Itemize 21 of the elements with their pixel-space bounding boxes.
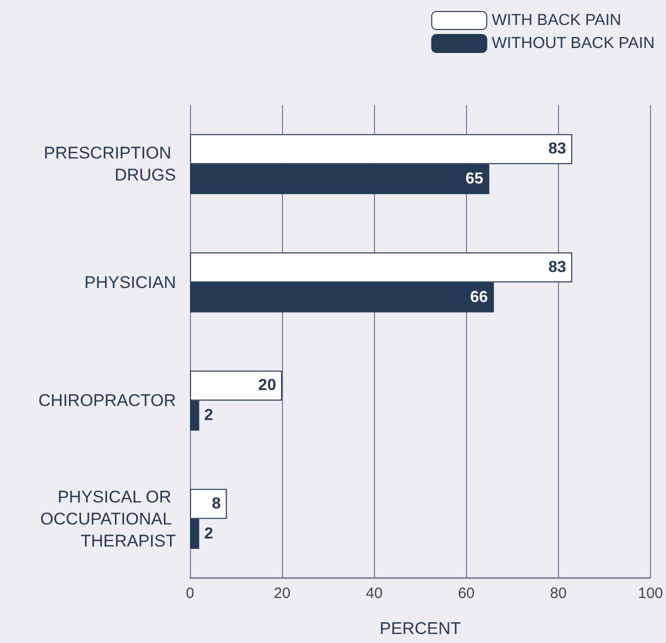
y-tick-label: PHYSICAL OR OCCUPATIONAL THERAPIST — [40, 487, 176, 550]
data-label: 65 — [466, 170, 484, 188]
y-tick-label: PRESCRIPTION DRUGS — [44, 144, 176, 185]
legend-label: WITH BACK PAIN — [492, 12, 622, 29]
data-label: 66 — [470, 288, 488, 306]
x-tick-label: 60 — [458, 585, 475, 602]
legend-label: WITHOUT BACK PAIN — [492, 35, 655, 52]
y-tick-label: CHIROPRACTOR — [38, 391, 176, 410]
x-tick-label: 0 — [186, 585, 194, 602]
x-tick-label: 100 — [638, 585, 663, 602]
x-tick-label: 40 — [366, 585, 383, 602]
data-label: 83 — [548, 258, 566, 276]
data-label: 83 — [548, 140, 566, 158]
y-tick-label: PHYSICIAN — [84, 272, 176, 292]
data-label: 20 — [258, 377, 276, 394]
data-label: 2 — [204, 525, 214, 542]
data-label: 2 — [204, 407, 214, 424]
data-label: 8 — [212, 495, 221, 512]
x-axis-title: PERCENT — [380, 619, 461, 638]
x-tick-label: 20 — [274, 585, 290, 602]
x-tick-label: 80 — [550, 585, 567, 602]
